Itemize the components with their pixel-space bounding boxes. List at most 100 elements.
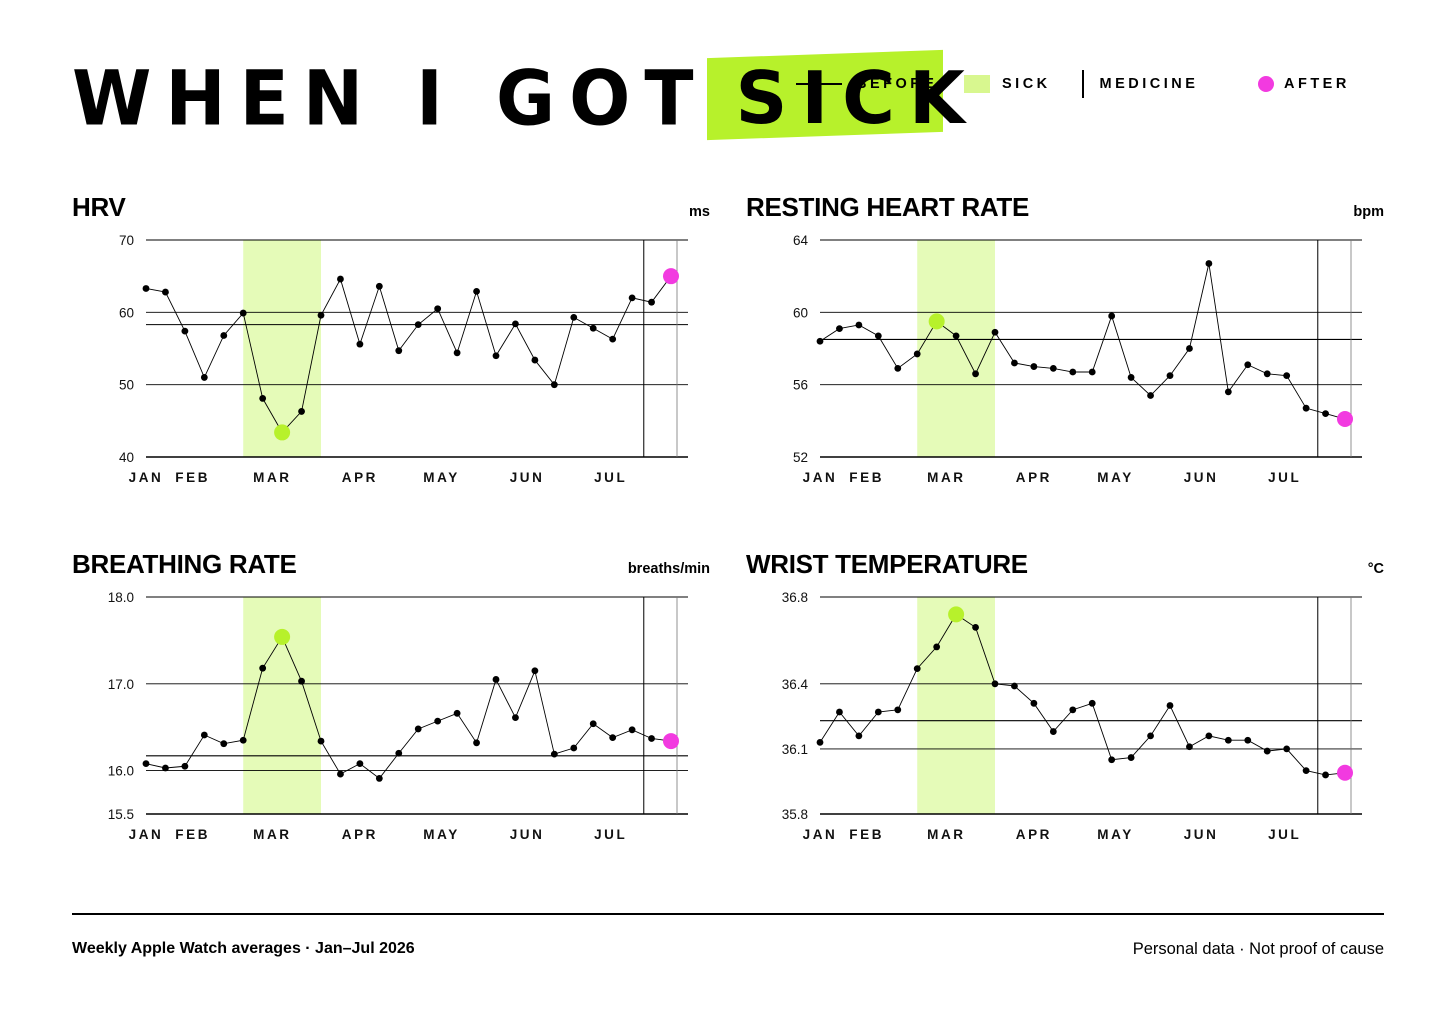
data-point [512,320,519,328]
sick-peak-point [948,606,965,623]
data-point [356,340,364,348]
data-point [434,717,442,725]
data-point [1147,732,1154,740]
x-tick-label: JAN [803,827,838,842]
footer-caption: Weekly Apple Watch averages · Jan–Jul 20… [72,940,415,957]
data-point [836,708,843,716]
data-point [972,623,979,631]
data-point [162,764,169,772]
data-point [991,680,999,688]
data-point [1030,363,1038,370]
y-tick-label: 64 [793,233,809,248]
data-point [570,744,578,752]
y-tick-label: 17.0 [108,677,134,692]
data-point [259,664,267,672]
chart-resting-heart-rate: 64 60 56 52 JAN FEB MAR APR MAY JUN JUL [793,233,1362,485]
data-point [395,749,403,757]
title-highlight-text: SICK [735,56,979,140]
legend-after-label: AFTER [1284,76,1350,92]
x-tick-label: APR [342,827,378,842]
legend-before: BEFORE [796,66,937,102]
data-point [337,275,344,283]
data-point [356,760,364,768]
chart-hrv: 70 60 50 40 JAN FEB MAR APR MAY JUN JUL [119,233,688,485]
x-tick-label: JAN [803,470,838,485]
data-point [337,770,344,778]
data-point [142,760,150,768]
data-point [200,731,208,739]
legend: BEFORE SICK MEDICINE AFTER [796,66,1396,102]
data-point [531,667,539,675]
legend-before-label: BEFORE [856,76,938,92]
sick-peak-point [274,628,291,645]
y-tick-label: 52 [793,450,808,465]
after-point [1337,411,1353,428]
sick-peak-point [274,424,291,441]
data-point [1166,702,1174,709]
legend-medicine: MEDICINE [1082,66,1198,102]
data-point [220,740,228,748]
data-point [1263,747,1271,755]
y-tick-label: 60 [793,305,808,320]
data-point [1049,728,1057,735]
data-point [913,665,921,673]
legend-after: AFTER [1258,66,1350,102]
x-tick-label: MAY [1097,827,1134,842]
x-tick-label: MAR [253,470,292,485]
data-point [1069,706,1077,714]
data-point [1011,682,1018,690]
data-point [298,408,305,415]
footer-disclaimer: Personal data · Not proof of cause [1132,940,1384,958]
data-point [874,332,882,340]
after-point [1337,764,1353,781]
data-point [609,734,617,742]
y-tick-label: 16.0 [108,764,134,779]
data-point [1127,374,1135,381]
data-point [1224,736,1232,744]
sick-band [243,240,321,457]
data-point [1205,732,1213,740]
data-point [855,321,863,329]
y-tick-label: 50 [119,378,134,393]
x-tick-label: FEB [175,827,210,842]
data-point [1088,699,1096,707]
sick-band [917,240,995,457]
data-point [531,356,539,364]
y-tick-label: 36.1 [782,742,808,757]
data-point [1244,361,1252,369]
data-point [1030,699,1038,707]
chart-breathing-rate: 18.0 17.0 16.0 15.5 JAN FEB MAR APR MAY JUN JUL [108,590,688,842]
data-point [1244,736,1252,744]
data-point [492,676,500,683]
data-point [317,311,325,319]
x-tick-label: JAN [129,827,164,842]
chart-title-breathing-rate: BREATHING RATE [72,549,297,579]
x-tick-label: FEB [849,470,884,485]
chart-wrist-temperature: 36.8 36.4 36.1 35.8 JAN FEB MAR APR MAY JUN JUL [782,590,1362,842]
x-tick-label: JUL [1268,470,1301,485]
chart-unit-resting-heart-rate: bpm [1353,204,1384,220]
y-tick-label: 36.8 [782,590,808,605]
data-point [375,775,383,782]
y-tick-label: 70 [119,233,134,248]
data-point [298,677,305,685]
data-point [142,285,150,292]
x-tick-label: MAR [253,827,292,842]
legend-line-swatch [796,83,842,85]
title-text: WHEN I GOT [72,53,708,143]
data-point [1127,754,1135,761]
data-point [1224,388,1232,396]
x-tick-label: FEB [175,470,210,485]
footer-divider [72,913,1384,915]
data-point [239,736,247,744]
legend-sick-label: SICK [1002,76,1051,92]
data-point [1108,756,1116,764]
data-point [933,643,941,651]
data-point [855,732,863,740]
data-point [1283,745,1291,753]
data-point [1186,743,1193,751]
y-tick-label: 60 [119,305,134,320]
y-tick-label: 40 [119,450,134,465]
y-tick-label: 18.0 [108,590,134,605]
x-tick-label: JUN [510,827,545,842]
